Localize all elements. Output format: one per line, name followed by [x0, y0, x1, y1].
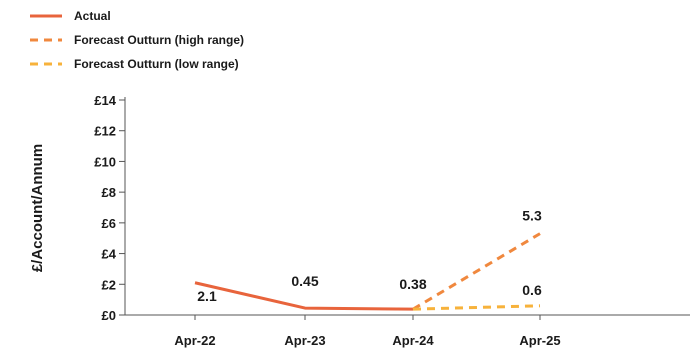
y-tick-label-0: £0	[102, 308, 116, 323]
axes	[124, 97, 690, 316]
x-tick-label-3: Apr-25	[519, 333, 560, 348]
data-label-s0-p0: 2.1	[197, 288, 217, 304]
x-tick-label-1: Apr-23	[284, 333, 325, 348]
legend-label-2: Forecast Outturn (low range)	[74, 57, 239, 71]
y-tick-label-6: £12	[94, 124, 116, 139]
data-label-s0-p2: 0.38	[399, 276, 426, 292]
series-line-1	[412, 232, 541, 311]
y-tick-label-3: £6	[102, 216, 116, 231]
y-tick-label-4: £8	[102, 185, 116, 200]
data-label-s2-p1: 0.6	[522, 282, 542, 298]
y-tick-label-2: £4	[102, 247, 117, 262]
x-tick-label-2: Apr-24	[392, 333, 434, 348]
legend: Actual Forecast Outturn (high range) Forec…	[30, 9, 244, 71]
series-line-0	[194, 281, 414, 311]
legend-label-0: Actual	[74, 9, 111, 23]
x-axis-ticks: Apr-22 Apr-23 Apr-24 Apr-25	[174, 315, 561, 348]
legend-label-1: Forecast Outturn (high range)	[74, 33, 244, 47]
series-line-2	[412, 304, 541, 311]
y-axis-label: £/Account/Annum	[29, 144, 46, 272]
y-tick-label-5: £10	[94, 154, 116, 169]
data-label-s0-p1: 0.45	[291, 273, 318, 289]
x-tick-label-0: Apr-22	[174, 333, 215, 348]
y-tick-label-7: £14	[94, 93, 116, 108]
y-tick-label-1: £2	[102, 277, 116, 292]
data-labels: 2.1 0.45 0.38 5.3 0.6	[197, 208, 542, 304]
data-label-s1-p1: 5.3	[522, 208, 542, 224]
y-axis-ticks: £0 £2 £4 £6 £8 £10 £12 £14	[94, 93, 125, 323]
series-lines	[194, 232, 541, 311]
